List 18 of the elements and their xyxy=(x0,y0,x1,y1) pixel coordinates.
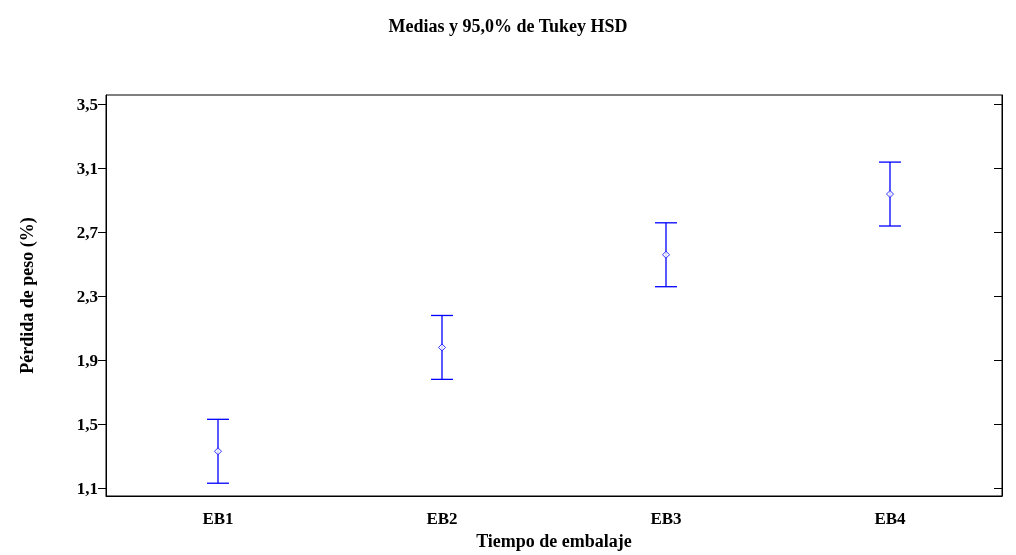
y-tick-label: 1,5 xyxy=(76,414,98,434)
x-tick-label: EB3 xyxy=(650,509,682,528)
y-tick-label: 2,7 xyxy=(76,222,99,242)
point xyxy=(214,447,222,456)
x-tick-label: EB2 xyxy=(426,509,458,528)
y-axis-title: Pérdida de peso (%) xyxy=(17,217,38,374)
y-tick-label: 1,1 xyxy=(76,478,98,498)
point xyxy=(886,190,894,199)
x-axis-title: Tiempo de embalaje xyxy=(476,531,632,551)
point xyxy=(438,343,446,352)
point xyxy=(662,250,670,259)
y-tick-label: 2,3 xyxy=(76,286,98,306)
x-tick-label: EB4 xyxy=(874,509,907,528)
y-tick-label: 3,1 xyxy=(76,158,98,178)
y-tick-label: 3,5 xyxy=(76,95,98,115)
y-tick-label: 1,9 xyxy=(76,350,98,370)
chart-title: Medias y 95,0% de Tukey HSD xyxy=(388,16,628,36)
x-tick-label: EB1 xyxy=(202,509,234,528)
